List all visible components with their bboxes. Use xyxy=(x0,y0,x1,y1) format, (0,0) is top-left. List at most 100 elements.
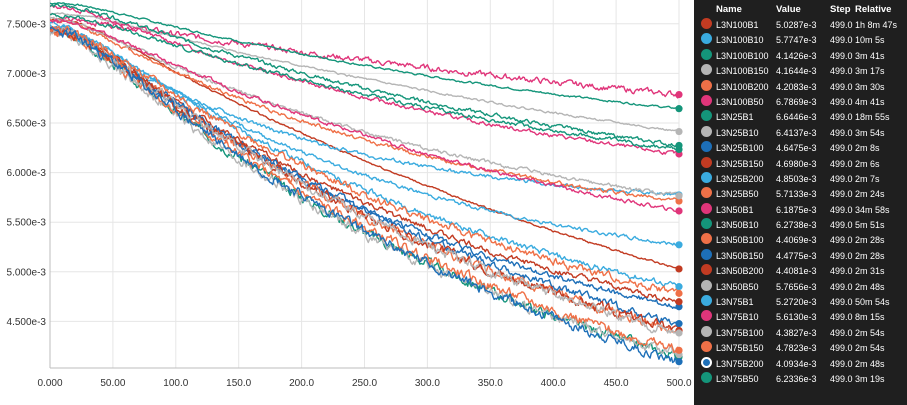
series-value: 4.2083e-3 xyxy=(776,81,817,92)
series-relative: 3m 54s xyxy=(855,127,885,138)
series-line xyxy=(50,25,679,294)
series-name: L3N50B10 xyxy=(716,220,759,231)
series-relative: 3m 30s xyxy=(855,81,885,92)
series-line xyxy=(50,21,679,247)
series-swatch-icon xyxy=(701,64,712,76)
series-value: 5.7656e-3 xyxy=(776,281,817,292)
series-swatch-icon xyxy=(701,110,712,122)
series-step: 499.0 xyxy=(830,96,853,107)
tooltip-row: L3N100B10 5.7747e-3 499.0 10m 5s xyxy=(694,33,907,48)
series-relative: 2m 24s xyxy=(855,189,885,200)
series-name: L3N50B1 xyxy=(716,204,754,215)
series-relative: 2m 7s xyxy=(855,173,880,184)
series-step: 499.0 xyxy=(830,189,853,200)
header-value: Value xyxy=(776,4,801,15)
series-relative: 2m 54s xyxy=(855,327,885,338)
series-name: L3N25B10 xyxy=(716,127,759,138)
series-name: L3N25B150 xyxy=(716,158,764,169)
y-tick-label: 5.500e-3 xyxy=(7,218,47,229)
series-relative: 2m 48s xyxy=(855,358,885,369)
series-swatch-icon xyxy=(701,325,712,337)
series-step: 499.0 xyxy=(830,220,853,231)
tooltip-row: L3N25B1 6.6446e-3 499.0 18m 55s xyxy=(694,110,907,125)
tooltip-row: L3N75B10 5.6130e-3 499.0 8m 15s xyxy=(694,310,907,325)
series-line xyxy=(50,15,679,99)
series-end-marker xyxy=(675,90,683,99)
series-end-marker xyxy=(675,346,683,354)
series-step: 499.0 xyxy=(830,50,853,61)
series-step: 499.0 xyxy=(830,127,853,138)
series-swatch-icon xyxy=(701,371,712,383)
tooltip-row: L3N50B50 5.7656e-3 499.0 2m 48s xyxy=(694,279,907,295)
series-swatch-icon xyxy=(701,310,712,322)
series-swatch-icon xyxy=(701,264,712,276)
x-tick-label: 100.0 xyxy=(163,378,188,389)
y-tick-label: 6.500e-3 xyxy=(7,118,47,129)
series-value: 5.6130e-3 xyxy=(776,312,817,323)
series-relative: 3m 19s xyxy=(855,373,885,384)
series-swatch-icon xyxy=(701,202,712,214)
series-relative: 2m 54s xyxy=(855,343,885,354)
loss-line-chart[interactable]: 0.000 50.00 100.0 150.0 200.0 250.0 300.0 350.0… xyxy=(0,0,694,405)
tick-labels: 0.000 50.00 100.0 150.0 200.0 250.0 300.0 350.0… xyxy=(7,19,692,389)
x-tick-label: 350.0 xyxy=(478,378,503,389)
series-end-marker xyxy=(675,197,683,205)
series-value: 5.2720e-3 xyxy=(776,297,817,308)
series-end-marker xyxy=(675,329,683,337)
series-relative: 34m 58s xyxy=(855,204,890,215)
series-step: 499.0 xyxy=(830,297,853,308)
series-end-marker xyxy=(675,145,683,154)
series-line xyxy=(50,18,679,203)
series-line xyxy=(50,12,679,151)
series-line xyxy=(50,28,679,356)
grid-lines xyxy=(49,0,680,368)
series-relative: 8m 15s xyxy=(855,312,885,323)
series-value: 4.4775e-3 xyxy=(776,250,817,261)
series-name: L3N100B200 xyxy=(716,81,769,92)
header-relative: Relative xyxy=(855,4,892,15)
tooltip-row: L3N100B200 4.2083e-3 499.0 3m 30s xyxy=(694,79,907,95)
x-tick-label: 300.0 xyxy=(415,378,440,389)
tooltip-row: L3N50B200 4.4081e-3 499.0 2m 31s xyxy=(694,264,907,279)
series-value: 4.4081e-3 xyxy=(776,266,817,277)
series-value: 6.2336e-3 xyxy=(776,373,817,384)
series-value: 5.0287e-3 xyxy=(776,20,817,30)
y-tick-label: 4.500e-3 xyxy=(7,317,47,328)
series-step: 499.0 xyxy=(830,235,853,246)
tooltip-row: L3N25B150 4.6980e-3 499.0 2m 6s xyxy=(694,156,907,172)
x-tick-label: 0.000 xyxy=(37,378,62,389)
series-name: L3N25B100 xyxy=(716,143,764,154)
tooltip-header-row: Name Value Step Relative xyxy=(694,2,907,18)
tooltip-row: L3N25B50 5.7133e-3 499.0 2m 24s xyxy=(694,187,907,202)
series-relative: 2m 48s xyxy=(855,281,885,292)
series-swatch-icon xyxy=(701,125,712,137)
series-end-marker xyxy=(675,289,683,297)
series-step: 499.0 xyxy=(830,312,853,323)
header-name: Name xyxy=(716,4,742,15)
tooltip-row: L3N50B150 4.4775e-3 499.0 2m 28s xyxy=(694,248,907,264)
series-value: 6.1875e-3 xyxy=(776,204,817,215)
series-step: 499.0 xyxy=(830,35,853,46)
y-tick-label: 7.000e-3 xyxy=(7,69,47,80)
series-swatch-icon xyxy=(701,141,712,153)
tooltip-row: L3N25B100 4.6475e-3 499.0 2m 8s xyxy=(694,141,907,156)
series-value: 6.4137e-3 xyxy=(776,127,817,138)
series-value: 4.3827e-3 xyxy=(776,327,817,338)
series-relative: 3m 41s xyxy=(855,50,885,61)
series-swatch-icon xyxy=(701,248,712,260)
series-step: 499.0 xyxy=(830,250,853,261)
series-value: 6.6446e-3 xyxy=(776,112,817,123)
series-step: 499.0 xyxy=(830,173,853,184)
series-value: 6.2738e-3 xyxy=(776,220,817,231)
tooltip-row: L3N25B10 6.4137e-3 499.0 3m 54s xyxy=(694,125,907,141)
series-step: 499.0 xyxy=(830,373,853,384)
tooltip-rows: L3N100B1 5.0287e-3 499.0 1h 8m 47s L3N100B10… xyxy=(694,18,907,387)
x-tick-label: 400.0 xyxy=(541,378,566,389)
series-step: 499.0 xyxy=(830,158,853,169)
tooltip-row: L3N25B200 4.8503e-3 499.0 2m 7s xyxy=(694,171,907,187)
series-end-marker xyxy=(675,358,683,366)
series-end-marker xyxy=(675,192,683,200)
series-line xyxy=(50,2,679,110)
series-swatch-icon xyxy=(701,156,712,168)
